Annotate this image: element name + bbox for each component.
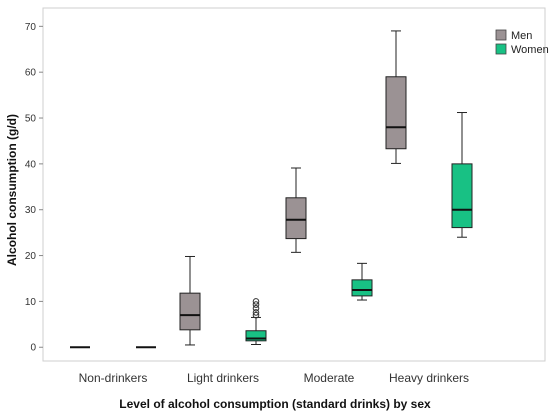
box-men-1 [179, 255, 201, 346]
x-tick-label: Heavy drinkers [389, 371, 469, 385]
x-tick-label: Non-drinkers [79, 371, 148, 385]
outlier-point [252, 304, 260, 312]
legend-swatch-women [495, 43, 507, 55]
y-tick-label: 70 [25, 22, 37, 33]
y-tick-label: 0 [30, 343, 36, 354]
y-tick-label: 20 [25, 251, 37, 262]
box-women-2 [351, 262, 373, 301]
x-tick-label: Light drinkers [187, 371, 259, 385]
y-tick-label: 30 [25, 205, 37, 216]
box-men-3 [385, 30, 407, 164]
legend: Men Women [495, 29, 549, 56]
y-tick-label: 50 [25, 114, 37, 125]
x-tick-label: Moderate [304, 371, 355, 385]
box-women-1 [245, 298, 267, 345]
plot-frame [42, 7, 546, 362]
y-axis-title: Alcohol consumption (g/d) [5, 114, 19, 266]
box-iqr [385, 76, 407, 150]
box-iqr [245, 330, 267, 342]
legend-label-men: Men [511, 30, 532, 42]
outlier-point [252, 301, 260, 308]
outlier-point [252, 298, 260, 305]
box-iqr [351, 279, 373, 297]
legend-swatch-men [495, 29, 507, 41]
x-axis-ticks: Non-drinkers Light drinkers Moderate Heavy … [79, 371, 469, 385]
box-series [70, 30, 473, 349]
y-tick-label: 10 [25, 297, 37, 308]
box-women-3 [451, 112, 473, 238]
x-axis-title: Level of alcohol consumption (standard d… [119, 397, 431, 411]
outlier-point [252, 309, 260, 316]
box-iqr [451, 163, 473, 229]
y-tick-label: 40 [25, 159, 37, 170]
box-men-2 [285, 167, 307, 253]
y-tick-label: 60 [25, 68, 37, 79]
legend-label-women: Women [511, 44, 549, 56]
box-iqr [179, 292, 201, 331]
box-iqr [285, 197, 307, 240]
outlier-point [252, 311, 260, 319]
y-axis-ticks: 0 10 20 30 40 50 60 70 [25, 22, 43, 354]
